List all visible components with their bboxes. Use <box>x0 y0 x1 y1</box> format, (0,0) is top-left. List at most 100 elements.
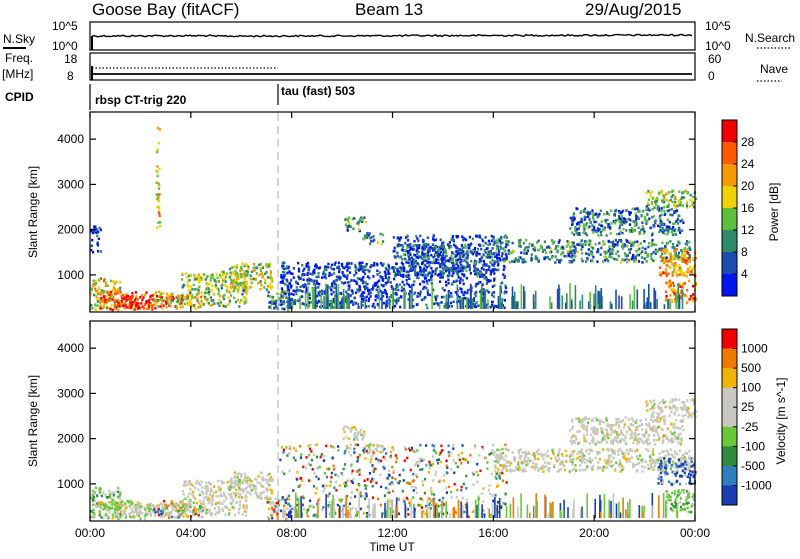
heatmap-cell <box>395 285 397 288</box>
heatmap-cell <box>452 252 454 255</box>
heatmap-cell <box>450 452 452 455</box>
heatmap-cell <box>233 297 235 300</box>
heatmap-cell <box>316 487 318 490</box>
heatmap-cell <box>483 288 485 291</box>
heatmap-cell <box>665 260 667 263</box>
heatmap-cell <box>214 507 216 510</box>
heatmap-cell <box>233 273 235 276</box>
heatmap-cell <box>235 301 237 304</box>
heatmap-cell <box>588 248 590 251</box>
heatmap-cell <box>275 498 277 501</box>
heatmap-cell <box>193 275 195 278</box>
heatmap-cell <box>218 509 220 512</box>
heatmap-cell <box>390 296 392 299</box>
heatmap-cell <box>363 430 365 433</box>
heatmap-cell <box>592 229 594 232</box>
heatmap-cell <box>369 243 371 246</box>
heatmap-cell <box>540 245 542 248</box>
heatmap-cell <box>267 488 269 491</box>
heatmap-cell <box>140 302 142 305</box>
heatmap-cell <box>534 249 536 252</box>
heatmap-cell <box>109 516 111 519</box>
heatmap-cell <box>173 516 175 519</box>
heatmap-cell <box>675 206 677 209</box>
heatmap-cell <box>500 236 502 239</box>
heatmap-cell <box>93 294 95 297</box>
heatmap-cell <box>283 308 285 311</box>
heatmap-cell <box>175 516 177 519</box>
heatmap-cell <box>300 277 302 280</box>
heatmap-cell <box>228 512 230 515</box>
noise-right-tick-top: 10^5 <box>705 19 731 33</box>
heatmap-cell <box>218 290 220 293</box>
heatmap-cell <box>645 251 647 254</box>
heatmap-cell <box>154 302 156 305</box>
heatmap-cell <box>114 307 116 310</box>
heatmap-cell <box>610 232 612 235</box>
heatmap-cell <box>170 305 172 308</box>
heatmap-cell <box>97 231 99 234</box>
heatmap-cell <box>336 294 338 309</box>
heatmap-cell <box>264 479 266 482</box>
heatmap-cell <box>660 210 662 213</box>
heatmap-cell <box>629 230 631 233</box>
heatmap-cell <box>400 255 402 258</box>
heatmap-cell <box>456 254 458 257</box>
heatmap-cell <box>249 479 251 482</box>
heatmap-cell <box>538 240 540 243</box>
heatmap-cell <box>102 517 104 520</box>
heatmap-cell <box>306 273 308 276</box>
heatmap-cell <box>603 255 605 258</box>
heatmap-cell <box>382 285 384 288</box>
heatmap-cell <box>137 513 139 516</box>
heatmap-cell <box>280 281 282 284</box>
heatmap-cell <box>349 266 351 269</box>
heatmap-cell <box>364 288 366 291</box>
heatmap-cell <box>440 275 442 278</box>
heatmap-cell <box>421 480 423 483</box>
heatmap-cell <box>500 464 502 467</box>
heatmap-cell <box>254 269 256 272</box>
heatmap-cell <box>478 261 480 264</box>
heatmap-cell <box>223 294 225 297</box>
heatmap-cell <box>377 459 379 462</box>
heatmap-cell <box>646 220 648 223</box>
heatmap-cell <box>337 445 339 448</box>
heatmap-cell <box>535 291 537 309</box>
heatmap-cell <box>281 301 283 304</box>
heatmap-cell <box>100 229 102 232</box>
heatmap-cell <box>98 279 100 282</box>
heatmap-cell <box>182 505 184 508</box>
heatmap-cell <box>337 475 339 478</box>
heatmap-cell <box>157 175 159 178</box>
heatmap-cell <box>204 298 206 301</box>
heatmap-cell <box>247 268 249 271</box>
heatmap-cell <box>475 283 477 286</box>
heatmap-cell <box>268 508 270 511</box>
heatmap-cell <box>388 491 390 494</box>
heatmap-cell <box>650 255 652 258</box>
heatmap-cell <box>205 493 207 496</box>
heatmap-cell <box>467 247 469 250</box>
heatmap-cell <box>318 300 320 303</box>
heatmap-cell <box>203 273 205 276</box>
heatmap-cell <box>422 280 424 283</box>
heatmap-cell <box>422 244 424 247</box>
heatmap-cell <box>477 235 479 238</box>
heatmap-cell <box>393 250 395 253</box>
heatmap-cell <box>388 470 390 473</box>
heatmap-cell <box>280 274 282 277</box>
heatmap-cell <box>664 214 666 217</box>
heatmap-cell <box>410 469 412 472</box>
heatmap-cell <box>435 254 437 257</box>
heatmap-cell <box>410 294 412 309</box>
heatmap-cell <box>197 276 199 279</box>
heatmap-cell <box>499 287 501 309</box>
heatmap-cell <box>135 304 137 307</box>
heatmap-cell <box>672 234 674 237</box>
heatmap-cell <box>408 262 410 265</box>
heatmap-cell <box>409 449 411 452</box>
heatmap-cell <box>669 221 671 224</box>
heatmap-cell <box>370 240 372 243</box>
heatmap-cell <box>637 249 639 252</box>
